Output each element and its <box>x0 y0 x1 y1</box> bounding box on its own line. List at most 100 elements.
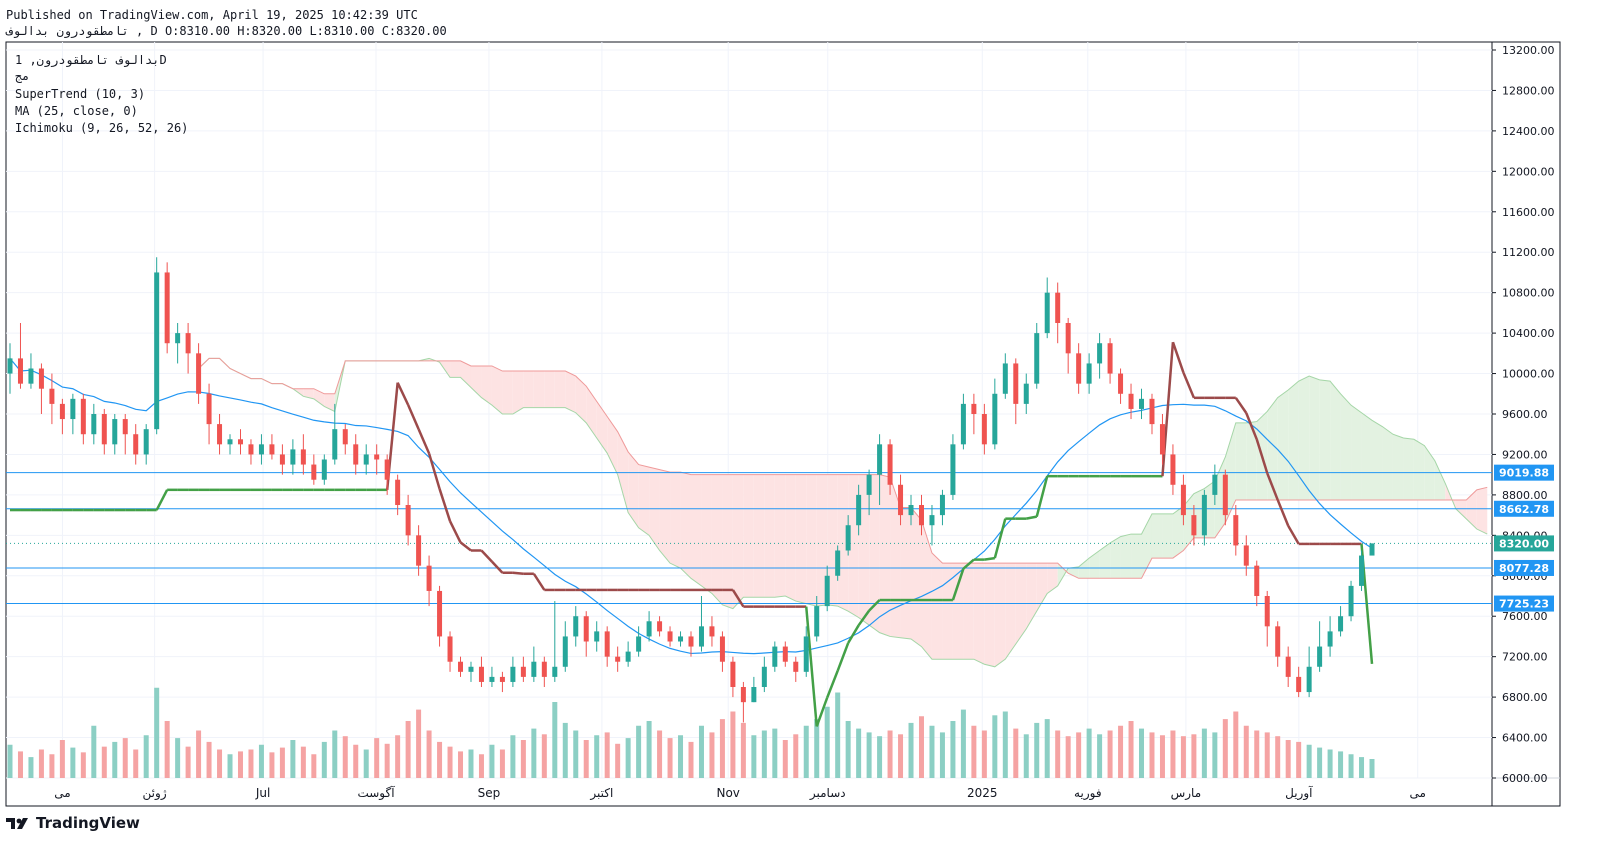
candle-body[interactable] <box>7 358 13 374</box>
candle-body[interactable] <box>1369 543 1375 556</box>
candle-body[interactable] <box>887 444 893 485</box>
candle-body[interactable] <box>1180 484 1186 516</box>
candle-body[interactable] <box>1306 666 1312 693</box>
candle-body[interactable] <box>908 505 914 516</box>
candle-body[interactable] <box>1107 343 1113 374</box>
candle-body[interactable] <box>918 505 924 526</box>
candle-body[interactable] <box>489 676 495 682</box>
candle-body[interactable] <box>856 494 862 526</box>
candle-body[interactable] <box>101 414 107 445</box>
candle-body[interactable] <box>405 505 411 536</box>
candle-body[interactable] <box>667 631 673 642</box>
candle-body[interactable] <box>751 687 757 703</box>
candle-body[interactable] <box>154 272 160 430</box>
candle-body[interactable] <box>353 444 359 465</box>
candle-body[interactable] <box>824 575 830 607</box>
candle-body[interactable] <box>384 459 390 480</box>
candle-body[interactable] <box>1013 363 1019 404</box>
candle-body[interactable] <box>1348 585 1354 617</box>
candle-body[interactable] <box>248 444 254 455</box>
candle-body[interactable] <box>1338 616 1344 632</box>
candle-body[interactable] <box>939 494 945 516</box>
candle-body[interactable] <box>28 368 34 384</box>
candle-body[interactable] <box>615 656 621 662</box>
candle-body[interactable] <box>59 403 65 420</box>
candle-body[interactable] <box>1243 545 1249 566</box>
candle-body[interactable] <box>866 474 872 495</box>
candle-body[interactable] <box>678 636 684 642</box>
candle-body[interactable] <box>573 616 579 637</box>
candle-body[interactable] <box>1170 454 1176 485</box>
candle-body[interactable] <box>185 333 191 354</box>
candle-body[interactable] <box>290 449 296 465</box>
candle-body[interactable] <box>363 454 369 465</box>
candle-body[interactable] <box>1128 393 1134 409</box>
candle-body[interactable] <box>541 661 547 677</box>
candle-body[interactable] <box>793 661 799 672</box>
candle-body[interactable] <box>395 479 401 505</box>
candle-body[interactable] <box>898 484 904 516</box>
candle-body[interactable] <box>772 646 778 667</box>
candle-body[interactable] <box>17 358 23 384</box>
candle-body[interactable] <box>49 388 55 404</box>
candle-body[interactable] <box>1055 292 1061 323</box>
candle-body[interactable] <box>1097 343 1103 364</box>
candle-body[interactable] <box>1191 515 1197 536</box>
candle-body[interactable] <box>1327 631 1333 647</box>
candle-body[interactable] <box>1317 646 1323 667</box>
candle-body[interactable] <box>300 449 306 465</box>
candle-body[interactable] <box>929 515 935 526</box>
candle-body[interactable] <box>719 636 725 662</box>
candle-body[interactable] <box>374 454 380 460</box>
candle-body[interactable] <box>583 616 589 642</box>
candle-body[interactable] <box>1296 676 1302 693</box>
candle-body[interactable] <box>206 393 212 425</box>
candle-body[interactable] <box>1212 474 1218 495</box>
candle-body[interactable] <box>1023 383 1029 404</box>
candle-body[interactable] <box>164 272 170 344</box>
candle-body[interactable] <box>70 398 76 420</box>
candle-body[interactable] <box>1002 363 1008 394</box>
candle-body[interactable] <box>709 626 715 637</box>
candle-body[interactable] <box>835 550 841 576</box>
candle-body[interactable] <box>740 687 746 703</box>
legend-ichimoku[interactable]: Ichimoku (9, 26, 52, 26) <box>15 121 189 135</box>
candle-body[interactable] <box>657 621 663 632</box>
candle-body[interactable] <box>981 414 987 445</box>
candle-body[interactable] <box>1149 398 1155 425</box>
candle-body[interactable] <box>531 661 537 677</box>
candle-body[interactable] <box>782 646 788 662</box>
candle-body[interactable] <box>950 444 956 495</box>
tradingview-logo[interactable]: TradingView <box>6 814 140 832</box>
candle-body[interactable] <box>1285 656 1291 677</box>
candle-body[interactable] <box>342 429 348 445</box>
candle-body[interactable] <box>636 636 642 652</box>
candle-body[interactable] <box>1086 363 1092 384</box>
candle-body[interactable] <box>1044 292 1050 334</box>
candle-body[interactable] <box>992 393 998 445</box>
candle-body[interactable] <box>1359 555 1365 586</box>
candle-body[interactable] <box>437 590 443 637</box>
candle-body[interactable] <box>258 444 264 455</box>
candle-body[interactable] <box>845 525 851 551</box>
candle-body[interactable] <box>332 429 338 460</box>
candle-body[interactable] <box>122 419 128 435</box>
candle-body[interactable] <box>510 666 516 682</box>
candle-body[interactable] <box>625 651 631 662</box>
candle-body[interactable] <box>447 636 453 662</box>
candle-body[interactable] <box>604 631 610 657</box>
candle-body[interactable] <box>321 459 327 480</box>
candle-body[interactable] <box>237 439 243 445</box>
legend-ma[interactable]: MA (25, close, 0) <box>15 104 138 118</box>
candle-body[interactable] <box>1139 398 1145 409</box>
candle-body[interactable] <box>971 403 977 414</box>
candle-body[interactable] <box>1076 353 1082 384</box>
candle-body[interactable] <box>143 429 149 455</box>
candle-body[interactable] <box>552 666 558 677</box>
candle-body[interactable] <box>227 439 233 445</box>
candle-body[interactable] <box>520 666 526 677</box>
candle-body[interactable] <box>1159 424 1165 455</box>
candle-body[interactable] <box>279 454 285 465</box>
candle-body[interactable] <box>478 666 484 682</box>
